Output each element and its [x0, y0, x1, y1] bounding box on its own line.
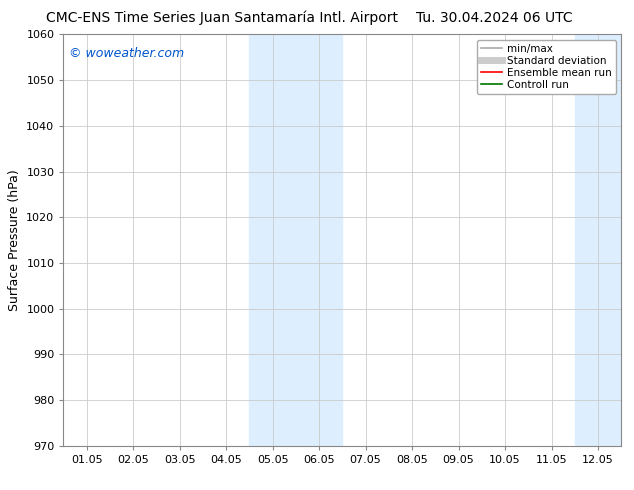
Text: Tu. 30.04.2024 06 UTC: Tu. 30.04.2024 06 UTC	[416, 11, 573, 25]
Y-axis label: Surface Pressure (hPa): Surface Pressure (hPa)	[8, 169, 21, 311]
Legend: min/max, Standard deviation, Ensemble mean run, Controll run: min/max, Standard deviation, Ensemble me…	[477, 40, 616, 94]
Bar	[575, 34, 634, 446]
Bar	[249, 34, 342, 446]
Text: © woweather.com: © woweather.com	[69, 47, 184, 60]
Text: CMC-ENS Time Series Juan Santamaría Intl. Airport: CMC-ENS Time Series Juan Santamaría Intl…	[46, 11, 398, 25]
